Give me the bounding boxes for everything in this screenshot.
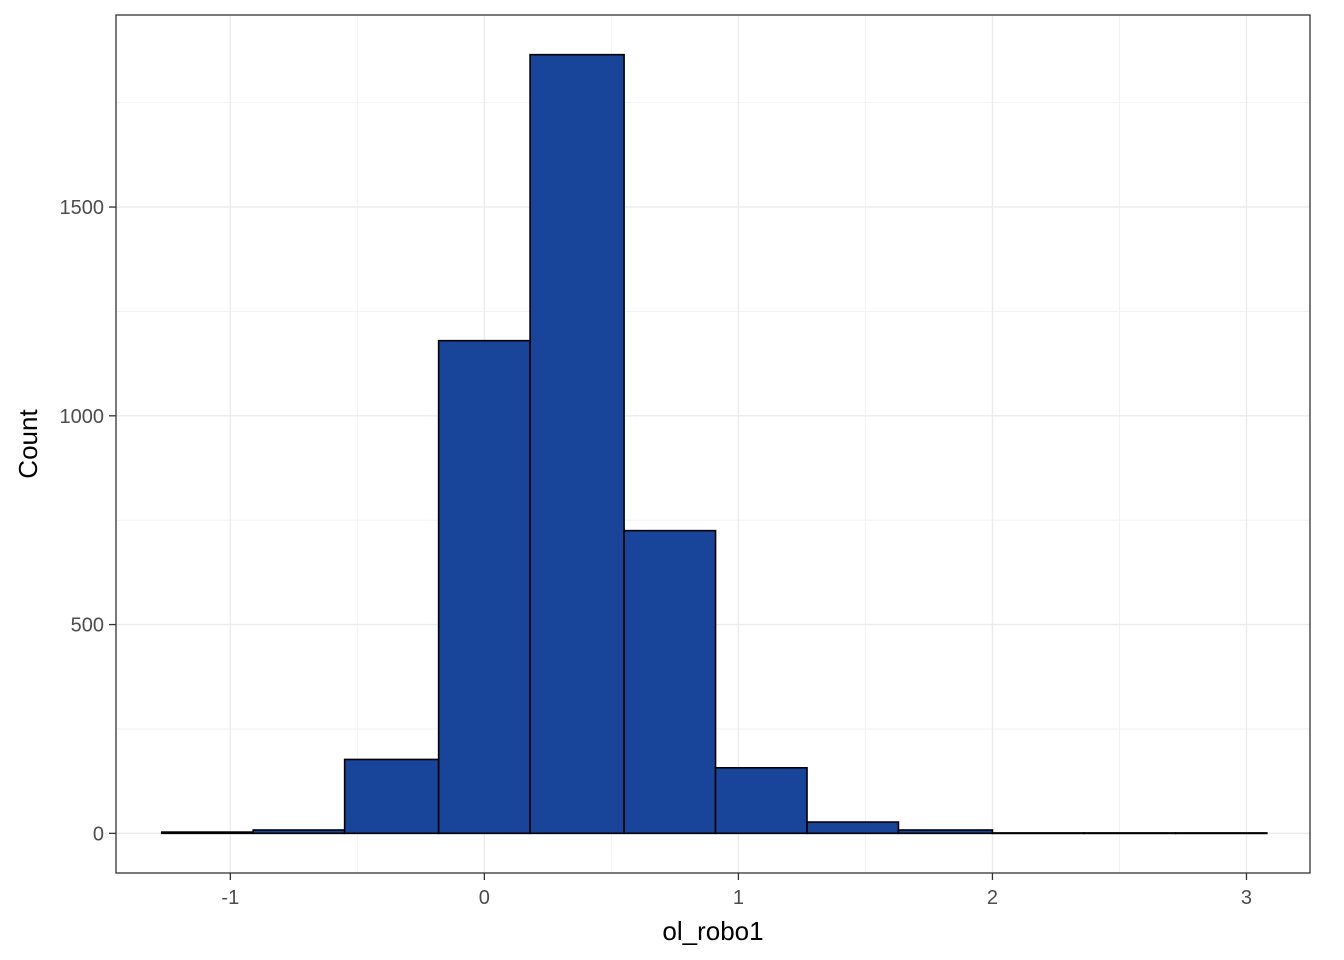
y-tick-label: 1000 <box>60 406 105 428</box>
x-tick-label: 3 <box>1241 887 1252 909</box>
x-axis-title: ol_robo1 <box>662 916 763 946</box>
y-axis-ticks: 0 500 1000 1500 <box>60 197 116 845</box>
histogram-bar <box>897 829 994 835</box>
histogram-bar <box>160 831 254 835</box>
histogram-bar <box>623 529 717 835</box>
histogram-bar <box>991 832 1085 835</box>
y-tick-label: 0 <box>93 823 104 845</box>
x-tick-label: 2 <box>987 887 998 909</box>
panel-border <box>115 14 1311 874</box>
x-tick-label: 1 <box>733 887 744 909</box>
y-axis-title: Count <box>13 409 43 479</box>
y-tick-label: 1500 <box>60 197 105 219</box>
histogram-bar <box>714 766 808 835</box>
histogram-bar <box>1174 832 1268 835</box>
x-tick-label: -1 <box>221 887 239 909</box>
histogram-bar <box>343 758 440 835</box>
x-tick-label: 0 <box>479 887 490 909</box>
x-axis-ticks: -1 0 1 2 3 <box>221 873 1252 909</box>
histogram-bar <box>529 53 625 835</box>
y-tick-label: 500 <box>71 615 104 637</box>
histogram-bar <box>1083 832 1177 835</box>
histogram-bars <box>160 53 1268 835</box>
histogram-bar <box>252 829 346 835</box>
histogram-bar <box>806 821 900 835</box>
histogram-bar <box>437 339 531 835</box>
